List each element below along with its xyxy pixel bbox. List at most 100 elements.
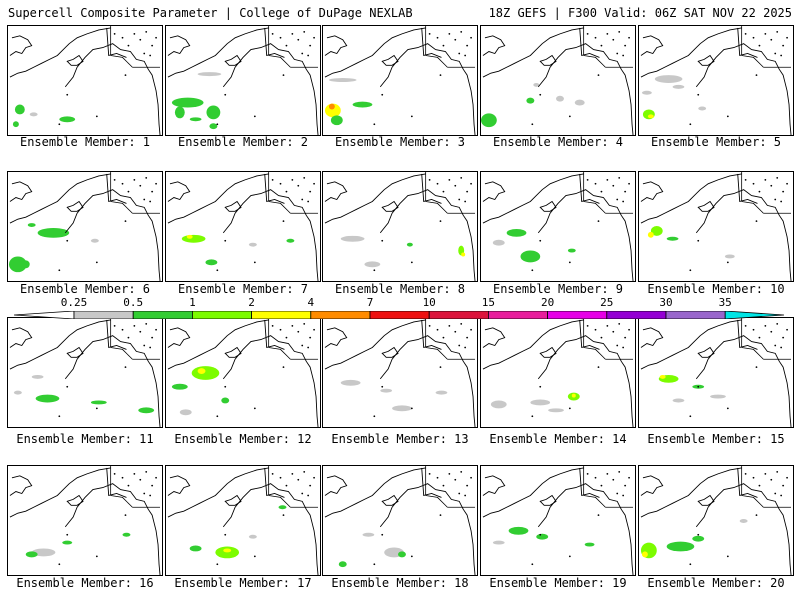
island [113,472,116,475]
coastline [9,173,111,224]
coastline [695,43,792,135]
coastline [537,43,634,135]
coastline [167,319,269,370]
island [600,44,603,47]
island [127,484,130,487]
coastline [579,27,600,58]
island [624,44,627,47]
scp-contour-area [666,541,695,552]
scp-contour-area [380,388,393,393]
coastline [167,475,191,496]
map-canvas [167,466,319,575]
ensemble-member-map-9 [480,171,636,282]
island [279,182,282,185]
island [436,182,439,185]
island [594,476,597,479]
scp-contour-area [536,533,549,540]
coastline [224,494,242,506]
ensemble-member-label: Ensemble Member: 1 [19,135,151,149]
scp-contour-area [29,112,38,117]
scp-contour-area [654,75,683,83]
scp-contour-area [392,405,412,412]
island [439,220,442,222]
island [381,239,384,242]
map-canvas [8,172,161,281]
scp-contour-area [584,542,595,547]
island [95,115,98,118]
island [139,38,142,41]
island [149,200,152,203]
scp-contour-area [641,551,648,558]
coastline [640,173,742,224]
ensemble-member-map-19 [480,465,636,576]
island [301,52,304,55]
island [764,472,767,475]
coastline [264,27,285,58]
scp-contour-area [206,105,221,120]
island [744,178,747,181]
scp-contour-area [171,383,188,390]
island [764,178,767,181]
island [66,239,69,242]
ensemble-member-map-4 [480,25,636,136]
coastline [640,27,742,78]
legend-color-segment [73,311,134,319]
scp-contour-area [710,394,726,399]
ensemble-member-map-15 [638,317,794,428]
ensemble-member-map-12 [165,317,321,428]
map-canvas [324,466,476,575]
legend-tick-label: 35 [718,296,732,309]
ensemble-member-label: Ensemble Member: 20 [647,576,785,590]
coastline [537,483,634,575]
scp-contour-area [330,115,343,126]
island [428,32,431,35]
island [770,184,773,187]
coastline [64,335,161,427]
island [782,190,785,193]
political-border [741,347,764,360]
coastline [9,327,33,348]
map-canvas [482,466,634,575]
legend-color-segment [428,311,489,319]
island [381,533,384,536]
island [622,200,625,203]
island [464,54,467,57]
island [301,344,304,347]
island [586,472,589,475]
ensemble-member-map-13 [322,317,478,428]
scp-contour-area [197,72,222,77]
island [764,324,767,327]
ensemble-member-label: Ensemble Member: 17 [174,576,312,590]
island [618,31,621,33]
island [309,190,312,193]
scp-contour-area [508,526,529,535]
island [531,415,534,418]
legend-tick-label: 2 [248,296,255,309]
island [303,177,306,179]
island [616,344,619,347]
island [612,330,615,333]
island [782,336,785,339]
scp-contour-area [492,239,505,246]
ensemble-member-label: Ensemble Member: 8 [334,282,466,296]
island [151,484,154,487]
coastline [167,467,269,518]
scp-contour-area [461,252,466,257]
legend-color-segment [310,311,371,319]
island [470,182,472,185]
island [726,555,729,558]
scp-contour-area [8,256,27,273]
island [568,407,571,410]
coastline [539,494,557,506]
island [297,38,300,41]
island [303,323,306,325]
map-canvas [640,318,792,427]
island [568,261,571,264]
coastline [737,467,758,498]
political-border [425,495,448,508]
island [66,93,69,96]
island [531,269,534,272]
map-canvas [324,318,476,427]
ensemble-member-map-17 [165,465,321,576]
island [439,366,442,368]
